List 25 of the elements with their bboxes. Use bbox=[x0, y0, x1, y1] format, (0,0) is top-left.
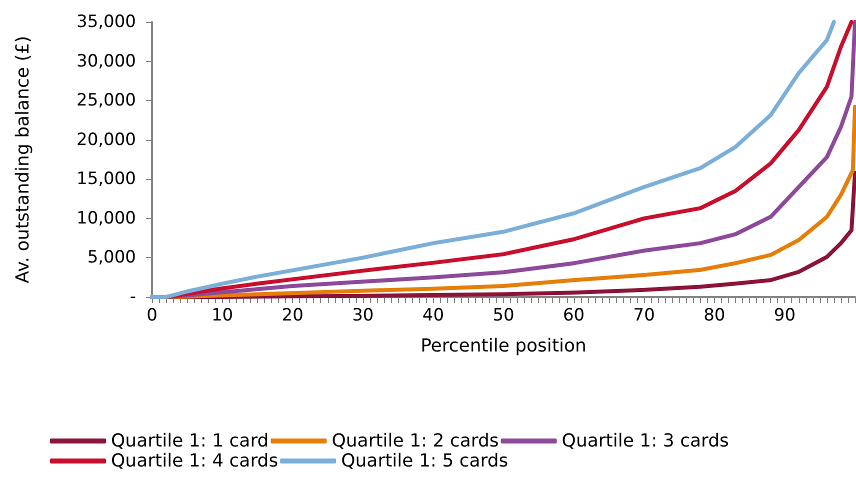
x-tick-label: 10 bbox=[211, 306, 234, 326]
x-tick-label: 20 bbox=[282, 306, 304, 326]
legend-label: Quartile 1: 3 cards bbox=[562, 430, 729, 452]
x-tick-label: 0 bbox=[146, 306, 158, 326]
y-tick-label: 10,000 bbox=[76, 208, 136, 228]
legend-label: Quartile 1: 5 cards bbox=[341, 450, 508, 472]
y-axis-title: Av. outstanding balance (£) bbox=[12, 36, 34, 284]
x-tick-label: 30 bbox=[352, 306, 374, 326]
x-tick-label: 80 bbox=[704, 306, 726, 326]
x-axis-title: Percentile position bbox=[420, 336, 586, 356]
x-tick-label: 90 bbox=[774, 306, 796, 326]
legend-label: Quartile 1: 2 cards bbox=[332, 430, 499, 452]
legend-label: Quartile 1: 1 card bbox=[111, 430, 269, 452]
x-tick-label: 70 bbox=[633, 306, 655, 326]
x-tick-label: 50 bbox=[492, 306, 514, 326]
x-tick-label: 60 bbox=[562, 306, 585, 326]
y-tick-label: 25,000 bbox=[76, 90, 136, 111]
y-tick-label: 15,000 bbox=[76, 169, 136, 190]
legend-label: Quartile 1: 4 cards bbox=[111, 450, 278, 472]
y-tick-label: - bbox=[130, 287, 136, 307]
y-tick-label: 35,000 bbox=[76, 12, 136, 32]
y-tick-label: 20,000 bbox=[76, 130, 136, 150]
y-tick-label: 5,000 bbox=[87, 248, 136, 268]
y-tick-label: 30,000 bbox=[76, 51, 136, 72]
x-tick-label: 40 bbox=[422, 306, 444, 326]
